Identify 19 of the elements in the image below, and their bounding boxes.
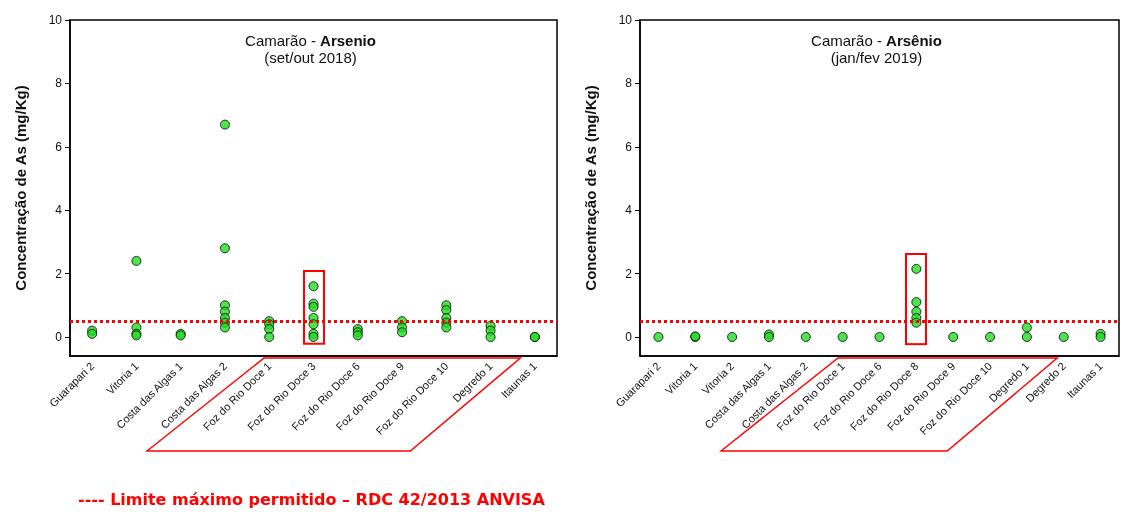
y-tick-label: 10 [48, 13, 63, 27]
text: ---- Limite máximo permitido – RDC 42/2013 ANVISA [78, 490, 545, 509]
text: Camarão - Arsênio [811, 32, 942, 49]
y-tick-label: 8 [625, 76, 633, 91]
y-axis-title: Concentração de As (mg/Kg) [582, 85, 599, 291]
text: (set/out 2018) [264, 49, 357, 66]
y-tick-label: 6 [55, 139, 63, 154]
text: (jan/fev 2019) [830, 49, 923, 66]
y-tick-label: 4 [55, 203, 63, 218]
y-tick-label: 0 [625, 329, 633, 344]
y-axis-title: Concentração de As (mg/Kg) [12, 85, 29, 291]
y-tick-label: 4 [625, 203, 633, 218]
y-tick-label: 8 [55, 76, 63, 91]
text: Camarão - Arsenio [245, 32, 376, 49]
y-tick-label: 2 [625, 266, 633, 281]
y-tick-label: 10 [618, 13, 633, 27]
y-tick-label: 2 [55, 266, 63, 281]
y-tick-label: 6 [625, 139, 633, 154]
y-tick-label: 0 [55, 329, 63, 344]
